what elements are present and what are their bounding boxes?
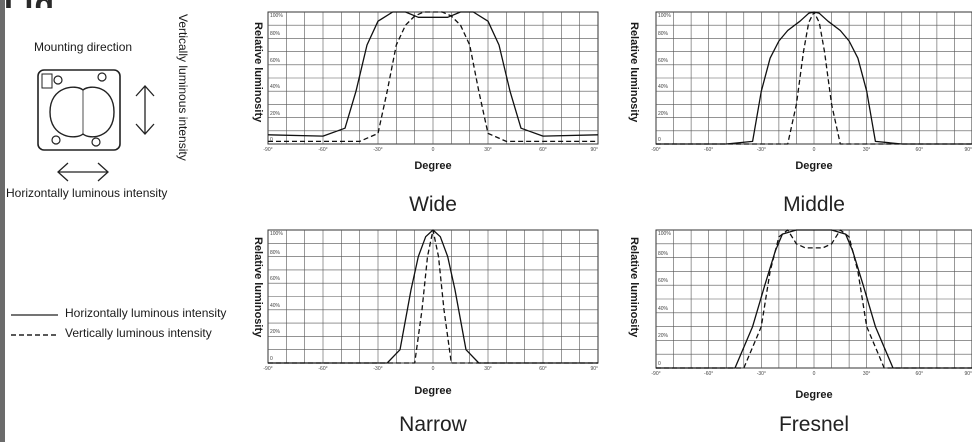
y-tick-label: 20% (270, 329, 281, 336)
screw-hole-bottom-left (51, 135, 61, 145)
y-tick-label: 0 (658, 137, 661, 143)
x-tick-label: -60° (318, 147, 328, 153)
series-line-dashed (268, 229, 598, 364)
y-tick-label: 60% (270, 57, 281, 64)
chart-caption-wide: Wide (409, 193, 457, 216)
x-tick-label: -90° (651, 147, 661, 153)
x-tick-label: -90° (263, 366, 273, 372)
x-tick-label: 0 (812, 147, 816, 153)
grid-lines (268, 12, 598, 144)
y-tick-label: 20% (658, 110, 669, 117)
chart-caption-middle: Middle (783, 193, 845, 216)
y-axis-label: Relative luminosity (628, 22, 640, 123)
page-heading-partial: Lig (4, 0, 55, 8)
module-tab (41, 73, 53, 89)
x-tick-label: -90° (263, 147, 273, 153)
x-tick-label: -60° (318, 366, 328, 372)
screw-hole-bottom-right (91, 137, 101, 147)
y-tick-label: 40% (658, 305, 669, 312)
x-tick-label: 60° (539, 366, 547, 372)
led-module-icon (37, 69, 155, 182)
series-line-solid (267, 11, 599, 137)
screw-hole-top-right (97, 72, 107, 82)
screw-hole-top-left (53, 75, 63, 85)
chart-caption-fresnel: Fresnel (778, 413, 850, 436)
x-axis-label: Degree (795, 160, 833, 172)
legend-solid-label: Horizontally luminous intensity (65, 306, 227, 320)
series-line-dashed (656, 229, 972, 369)
x-tick-label: -60° (704, 147, 714, 153)
x-tick-label: 90° (590, 147, 598, 153)
y-tick-label: 20% (270, 110, 281, 117)
y-tick-label: 40% (658, 84, 669, 91)
grid-lines (656, 230, 972, 368)
x-axis-label: Degree (414, 385, 452, 397)
x-tick-label: 30° (862, 371, 871, 377)
y-axis-label: Relative luminosity (252, 237, 264, 338)
x-tick-label: -30° (756, 371, 766, 377)
mounting-direction-label: Mounting direction (34, 40, 133, 54)
x-tick-label: -30° (373, 366, 383, 372)
module-lens (49, 86, 115, 138)
vertically-luminous-intensity-label: Vertically luminous intensity (176, 14, 190, 161)
x-tick-label: 30° (484, 366, 492, 372)
x-tick-label: 30° (862, 147, 871, 153)
vertical-arrow-icon (135, 85, 155, 135)
x-tick-label: 0 (431, 366, 435, 372)
y-tick-label: 100% (658, 13, 671, 19)
y-tick-label: 40% (270, 302, 281, 309)
x-tick-label: 60° (539, 147, 547, 153)
legend-solid-line (11, 314, 58, 316)
chart-caption-narrow: Narrow (399, 413, 467, 436)
y-tick-label: 80% (658, 250, 669, 257)
x-axis-label: Degree (795, 389, 833, 401)
y-tick-label: 0 (658, 361, 661, 367)
left-edge-bar (0, 0, 5, 442)
y-tick-label: 80% (270, 249, 281, 256)
x-tick-label: 0 (812, 371, 816, 377)
x-tick-label: 90° (964, 147, 972, 153)
y-tick-label: 100% (658, 231, 671, 237)
y-tick-label: 40% (270, 84, 281, 91)
x-tick-label: 30° (484, 147, 492, 153)
y-tick-label: 60% (270, 276, 281, 283)
x-tick-label: -30° (373, 147, 383, 153)
x-tick-label: -30° (756, 147, 766, 153)
horizontal-arrow-icon (57, 162, 109, 182)
y-tick-label: 20% (658, 333, 669, 340)
x-tick-label: -90° (651, 371, 661, 377)
y-tick-label: 60% (658, 278, 669, 285)
y-axis-label: Relative luminosity (628, 237, 640, 338)
legend-dashed-label: Vertically luminous intensity (65, 326, 212, 340)
x-tick-label: 90° (964, 371, 972, 377)
series-line-dashed (656, 11, 972, 145)
x-tick-label: 90° (590, 366, 598, 372)
y-tick-label: 60% (658, 57, 669, 64)
y-tick-label: 0 (270, 137, 273, 143)
y-tick-label: 100% (270, 13, 283, 19)
series-line-dashed (268, 11, 598, 143)
series-line-solid (656, 229, 972, 369)
x-tick-label: 60° (915, 371, 924, 377)
y-tick-label: 80% (658, 31, 669, 38)
grid-lines (656, 12, 972, 144)
y-tick-label: 80% (270, 31, 281, 38)
y-tick-label: 100% (270, 231, 283, 237)
x-tick-label: 0 (431, 147, 435, 153)
grid-lines (268, 230, 598, 363)
x-tick-label: -60° (704, 371, 714, 377)
horizontally-luminous-intensity-label: Horizontally luminous intensity (6, 186, 168, 200)
y-axis-label: Relative luminosity (252, 22, 264, 123)
x-axis-label: Degree (414, 160, 452, 172)
x-tick-label: 60° (915, 147, 924, 153)
y-tick-label: 0 (270, 356, 273, 362)
